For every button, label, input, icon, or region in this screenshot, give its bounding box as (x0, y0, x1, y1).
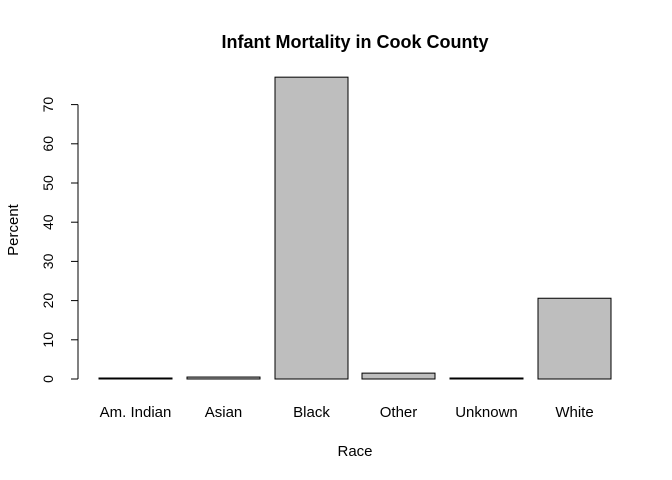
bar-other (361, 372, 436, 380)
y-tick-label: 20 (40, 293, 56, 309)
y-tick-label: 30 (40, 253, 56, 269)
y-axis-label: Percent (5, 203, 22, 256)
bar-black (274, 76, 349, 380)
y-axis-ticks: 0 10 20 30 40 50 60 70 (40, 97, 78, 383)
x-axis-labels: Am. Indian Asian Black Other Unknown White (100, 404, 594, 421)
x-category-label: Black (293, 404, 330, 421)
bar-white (537, 297, 612, 380)
x-category-label: White (555, 404, 593, 421)
x-category-label: Asian (205, 404, 243, 421)
x-category-label: Unknown (455, 404, 518, 421)
y-tick-label: 50 (40, 175, 56, 191)
y-tick-label: 70 (40, 97, 56, 113)
bar-am-indian (98, 377, 173, 380)
y-tick-label: 10 (40, 332, 56, 348)
chart-title: Infant Mortality in Cook County (222, 32, 489, 52)
bars (98, 76, 612, 380)
y-tick-label: 60 (40, 136, 56, 152)
y-tick-label: 0 (40, 375, 56, 383)
x-category-label: Am. Indian (100, 404, 172, 421)
bar-unknown (449, 377, 524, 380)
x-axis-label: Race (337, 443, 372, 460)
bar-asian (186, 376, 261, 380)
x-category-label: Other (380, 404, 418, 421)
y-tick-label: 40 (40, 214, 56, 230)
